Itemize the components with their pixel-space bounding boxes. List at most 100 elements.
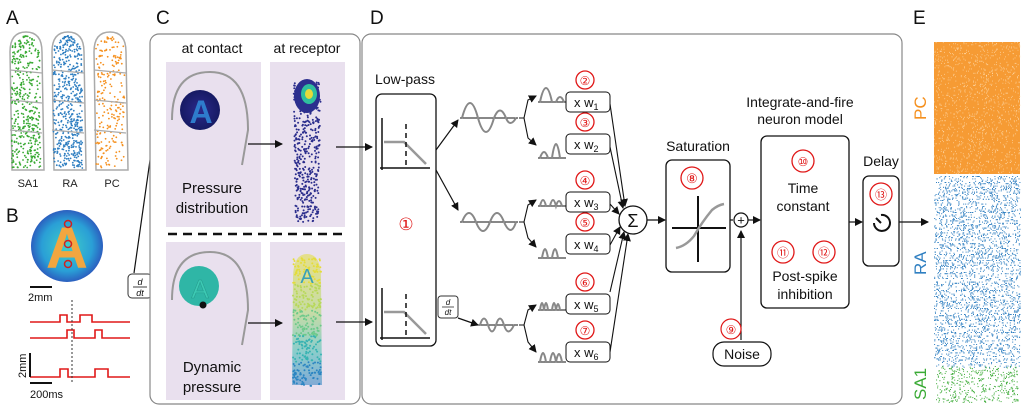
weight-box (565, 191, 611, 213)
weight-id: ④ (580, 174, 591, 188)
weight-id-circle (575, 272, 595, 292)
weight-id-circle (575, 212, 595, 232)
weight-box (565, 91, 611, 113)
stimulus-glyph: A (46, 216, 88, 281)
weight-id: ⑥ (580, 276, 591, 290)
receptor-glyph: A (300, 266, 314, 288)
weights-to-sum (609, 103, 631, 353)
saturation-id-circle (680, 166, 704, 190)
time-label-2: constant (777, 198, 830, 214)
label-pc: PC (104, 178, 119, 190)
stimulus-disc (31, 210, 103, 282)
lowpass-label: Low-pass (375, 71, 435, 87)
raster-label-pc: PC (911, 96, 930, 120)
panel-label-c: C (156, 8, 170, 29)
inhib-id-circle (812, 240, 836, 264)
filter-id: ① (398, 215, 413, 234)
weight-box (565, 133, 611, 155)
scale-label-left: 2mm (17, 354, 29, 378)
raster-label-sa1: SA1 (911, 368, 930, 400)
saturation-label: Saturation (666, 138, 730, 154)
weight-label: x w2 (574, 137, 599, 154)
svg-text:d: d (446, 298, 451, 307)
inhib-id-1: ⑪ (777, 246, 789, 260)
inhib-label-1: Post-spike (772, 268, 838, 284)
rectifier-arrows (519, 95, 537, 353)
sum-symbol: Σ (627, 211, 638, 231)
panel-label-b: B (6, 206, 19, 227)
saturation-curve (672, 196, 726, 262)
delay-label: Delay (863, 153, 899, 169)
weight-box (565, 293, 611, 315)
finger-ra (51, 31, 87, 171)
finger-pc (93, 31, 129, 171)
dynamic-label-1: Dynamic (183, 359, 242, 376)
finger-outline (171, 70, 250, 166)
weight-id: ⑤ (580, 216, 591, 230)
adder-symbol: + (737, 213, 745, 228)
probe-marker (63, 239, 73, 249)
time-id-circle (791, 149, 815, 173)
svg-text:dt: dt (445, 308, 452, 317)
if-title-2: neuron model (757, 111, 843, 127)
inhib-id-circle (771, 240, 795, 264)
weight-id: ② (580, 74, 591, 88)
filter-response-top (380, 118, 430, 170)
intermediate-waves (460, 102, 518, 333)
scale-label-bottom: 200ms (30, 389, 64, 401)
time-const-id: ⑩ (798, 155, 809, 169)
filter-response-bottom (380, 288, 430, 340)
noise-label: Noise (724, 346, 760, 362)
contact-spot (180, 90, 220, 130)
noise-id: ⑨ (726, 323, 737, 337)
weight-id-circle (575, 170, 595, 190)
spike-raster (933, 42, 1021, 403)
probe-marker (63, 219, 73, 229)
finger-outline-dynamic (171, 250, 250, 346)
col-label-receptor: at receptor (274, 40, 341, 56)
weight-label: x w6 (574, 345, 599, 362)
label-ra: RA (62, 178, 78, 190)
delay-id: ⑬ (875, 188, 887, 202)
trace-group (30, 314, 130, 378)
finger-sa1 (9, 31, 45, 171)
label-sa1: SA1 (18, 178, 39, 190)
panel-label-a: A (6, 8, 19, 29)
inhib-label-2: inhibition (777, 286, 832, 302)
weight-id-circle (575, 70, 595, 90)
contact-glyph: A (189, 94, 212, 130)
panel-label-e: E (913, 8, 926, 29)
col-label-contact: at contact (182, 40, 243, 56)
delay-id-circle (869, 182, 893, 206)
weight-label: x w1 (574, 95, 599, 112)
weight-id: ③ (580, 116, 591, 130)
scale-label-top: 2mm (28, 292, 52, 304)
noise-id-circle (720, 318, 742, 340)
timer-icon (873, 213, 891, 232)
pressure-label-1: Pressure (182, 180, 242, 197)
dynamic-label-2: pressure (183, 379, 241, 396)
deriv-den: dt (136, 288, 144, 298)
raster-label-ra: RA (911, 251, 930, 275)
dynamic-spot (179, 266, 219, 306)
weight-label: x w5 (574, 297, 599, 314)
filter-outputs (435, 119, 479, 327)
noise-box (712, 341, 772, 367)
weight-label: x w4 (574, 237, 599, 254)
weight-id: ⑦ (580, 324, 591, 338)
rectified-waves (538, 87, 566, 363)
pressure-label-2: distribution (176, 200, 249, 217)
weight-label: x w3 (574, 195, 599, 212)
saturation-id: ⑧ (686, 171, 698, 186)
deriv-num: d (137, 277, 143, 287)
panel-label-d: D (370, 8, 384, 29)
weight-list: ② x w1 ③ x w2 ④ x w3 ⑤ x w4 ⑥ x w5 ⑦ x w6 (565, 70, 611, 363)
weight-id-circle (575, 112, 595, 132)
probe-marker (63, 259, 73, 269)
weight-id-circle (575, 320, 595, 340)
dynamic-dot (199, 301, 207, 309)
time-label-1: Time (788, 180, 819, 196)
if-title-1: Integrate-and-fire (746, 94, 854, 110)
inhib-id-2: ⑫ (818, 246, 830, 260)
